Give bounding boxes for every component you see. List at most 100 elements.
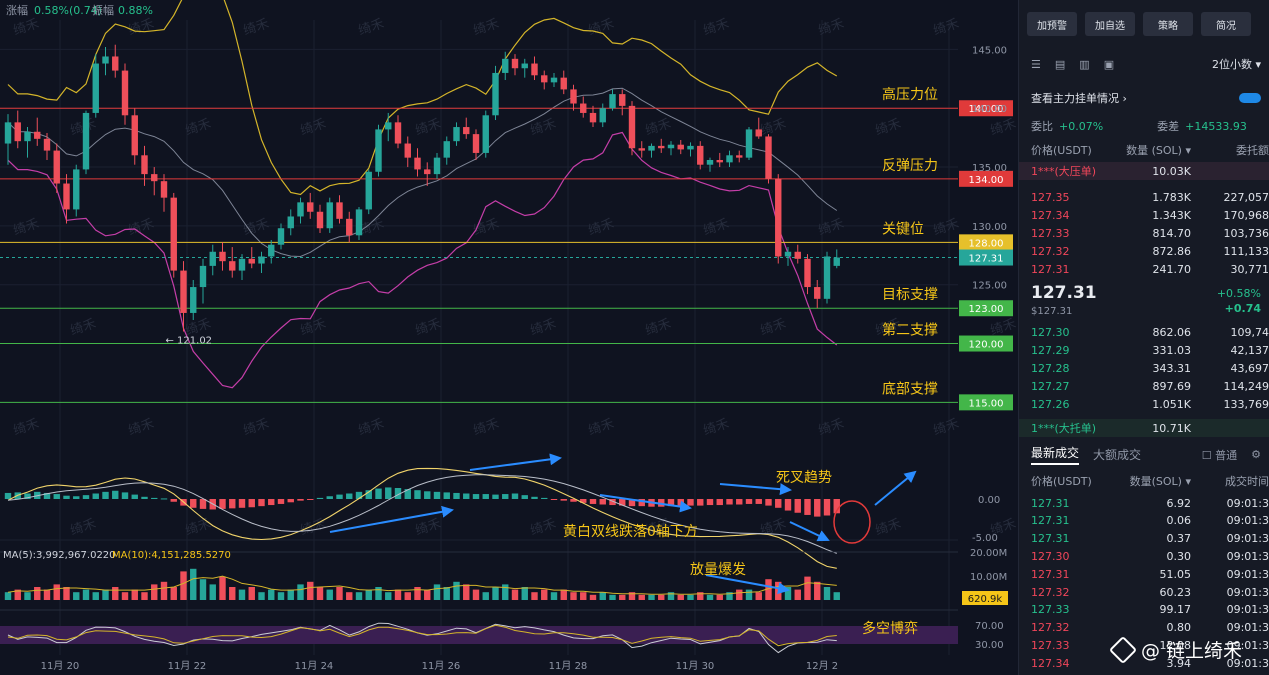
bid-row[interactable]: 127.26 1.051K 133,769	[1019, 395, 1269, 413]
macd-panel	[0, 467, 958, 569]
trade-price: 127.31	[1031, 532, 1070, 546]
candle-body	[355, 209, 363, 236]
trade-time: 09:01:3	[1226, 621, 1269, 635]
main-order-toggle[interactable]	[1239, 93, 1261, 103]
layout-bids-icon[interactable]: ▤	[1054, 57, 1066, 71]
bid-row[interactable]: 127.29 331.03 42,137	[1019, 341, 1269, 359]
macd-bar	[238, 499, 246, 508]
decimals-select[interactable]: 2位小数 ▾	[1211, 58, 1261, 71]
macd-bar	[229, 499, 236, 509]
last-change: +0.74	[1224, 302, 1261, 315]
macd-bar	[219, 499, 226, 509]
candle-body	[24, 131, 31, 142]
vol-bar	[424, 589, 431, 600]
trade-row: 127.30 0.30 09:01:3	[1019, 547, 1269, 565]
layout-split-icon[interactable]: ▣	[1103, 57, 1115, 71]
candle-body	[297, 202, 304, 217]
macd-bar	[531, 496, 538, 499]
oscillator-panel	[0, 609, 958, 654]
macd-bar	[424, 491, 431, 499]
ask-row[interactable]: 127.32 872.86 111,133	[1019, 242, 1269, 260]
trade-qty: 6.92	[1166, 496, 1192, 510]
ask-row[interactable]: 127.34 1.343K 170,968	[1019, 206, 1269, 224]
watchlist-button[interactable]: 加自选	[1085, 12, 1135, 36]
alert-button[interactable]: 加预警	[1027, 12, 1077, 36]
bb-middle-line	[7, 87, 838, 258]
strategy-button[interactable]: 策略	[1143, 12, 1193, 36]
filter-icon[interactable]: ⚙	[1251, 448, 1261, 461]
brand-logo: @ 链上绮禾	[1108, 635, 1242, 664]
trade-time: 09:01:3	[1226, 638, 1269, 652]
big-bid-qty: 10.71K	[1152, 421, 1191, 435]
ask-row[interactable]: 127.33 814.70 103,736	[1019, 224, 1269, 242]
macd-bar	[628, 499, 636, 507]
candle-body	[53, 150, 60, 184]
vol-bar	[24, 592, 31, 600]
macd-bar	[365, 490, 372, 499]
date-label-6: 12月 2	[806, 660, 838, 672]
price-tick-1: 140.00	[972, 104, 1007, 115]
tab-latest-trades[interactable]: 最新成交	[1031, 444, 1080, 465]
macd-dea-line	[7, 474, 837, 554]
vol-last-tag	[962, 591, 1008, 605]
ask-row[interactable]: 127.31 241.70 30,771	[1019, 260, 1269, 278]
candle-body	[346, 218, 353, 236]
macd-bar	[745, 499, 753, 504]
candle-body	[307, 202, 314, 212]
ask-row[interactable]: 127.35 1.783K 227,057	[1019, 188, 1269, 206]
macd-bar	[433, 491, 441, 499]
macd-bar	[794, 499, 801, 513]
bid-row[interactable]: 127.27 897.69 114,249	[1019, 377, 1269, 395]
diff-label: 委差	[1157, 120, 1180, 133]
bid-row[interactable]: 127.28 343.31 43,697	[1019, 359, 1269, 377]
main-order-row[interactable]: 查看主力挂单情况 ›	[1031, 90, 1261, 106]
vol-ma-line	[7, 575, 837, 595]
vol-bar	[121, 592, 129, 600]
macd-bar	[92, 493, 99, 499]
trade-price: 127.32	[1031, 621, 1070, 635]
macd-bar	[268, 499, 275, 506]
overview-button[interactable]: 简况	[1201, 12, 1251, 36]
date-label-1: 11月 22	[168, 660, 207, 672]
normal-filter[interactable]: ☐ 普通	[1201, 448, 1238, 462]
layout-asks-icon[interactable]: ▥	[1079, 57, 1090, 71]
vol-bar	[814, 581, 821, 600]
layout-both-icon[interactable]: ☰	[1031, 57, 1041, 71]
macd-bar	[355, 491, 363, 499]
candle-body	[628, 105, 636, 149]
vol-bar	[180, 571, 187, 600]
macd-bar	[521, 495, 528, 499]
vol-bar	[472, 589, 480, 600]
macd-bar	[599, 499, 606, 505]
trades-header: 价格(USDT) 数量(SOL) ▾ 成交时间	[1019, 472, 1269, 490]
vol-bar	[823, 587, 831, 600]
bid-row[interactable]: 127.30 862.06 109,74	[1019, 323, 1269, 341]
candle-body	[414, 157, 421, 170]
candle-body	[706, 160, 714, 165]
trade-row: 127.32 60.23 09:01:3	[1019, 583, 1269, 601]
low-marker: ← 121.02	[166, 336, 213, 347]
macd-bar	[121, 492, 129, 499]
change-value: 0.58%(0.74)	[34, 4, 102, 17]
big-bid-label: 1***(大托单)	[1031, 422, 1097, 435]
level-tag-text-2: 128.00	[969, 238, 1004, 249]
level-tag-text-4: 120.00	[969, 340, 1004, 351]
logo-mark-icon	[1108, 635, 1138, 664]
tab-large-trades[interactable]: 大额成交	[1093, 448, 1142, 462]
candle-body	[472, 134, 480, 153]
candle-body	[248, 258, 255, 264]
macd-bar	[82, 495, 90, 499]
level-tag-text-0: 140.00	[969, 104, 1004, 115]
level-label-5: 底部支撑	[882, 381, 938, 397]
candle-body	[784, 251, 792, 257]
macd-bar	[589, 499, 597, 504]
vol-bar	[219, 576, 226, 600]
level-tag-3	[959, 300, 1013, 317]
trades-col-qty[interactable]: 数量(SOL) ▾	[1129, 475, 1191, 488]
candle-body	[102, 56, 109, 64]
macd-bar	[443, 492, 450, 499]
col-qty[interactable]: 数量 (SOL) ▾	[1126, 144, 1191, 157]
support-resistance-levels: 高压力位 140.00 反弹压力 134.00 关键位 128.00 目标支撑 123.00 第…	[0, 86, 1013, 411]
macd-bar	[775, 499, 782, 508]
arrow-macd-rise	[329, 505, 454, 533]
